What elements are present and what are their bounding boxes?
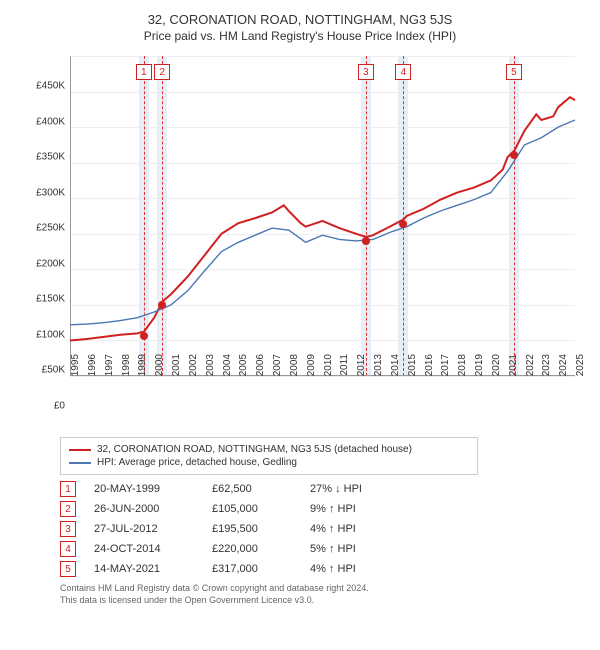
page-subtitle: Price paid vs. HM Land Registry's House … [10, 29, 590, 43]
footer-line-1: Contains HM Land Registry data © Crown c… [60, 583, 590, 595]
legend-swatch [69, 462, 91, 464]
transaction-delta: 4% ↑ HPI [310, 523, 390, 535]
transaction-row: 2 26-JUN-2000 £105,000 9% ↑ HPI [60, 501, 590, 517]
transaction-row: 3 27-JUL-2012 £195,500 4% ↑ HPI [60, 521, 590, 537]
legend-label: HPI: Average price, detached house, Gedl… [97, 457, 297, 468]
transaction-date: 14-MAY-2021 [94, 563, 194, 575]
transaction-marker-dot [399, 220, 407, 228]
transaction-delta: 27% ↓ HPI [310, 483, 390, 495]
transaction-number: 1 [60, 481, 76, 497]
transaction-delta: 5% ↑ HPI [310, 543, 390, 555]
series-line [70, 97, 575, 340]
transaction-row: 4 24-OCT-2014 £220,000 5% ↑ HPI [60, 541, 590, 557]
transaction-marker-dot [140, 332, 148, 340]
transaction-price: £105,000 [212, 503, 292, 515]
transaction-number: 5 [60, 561, 76, 577]
transaction-number: 2 [60, 501, 76, 517]
chart-lines [70, 56, 575, 376]
legend: 32, CORONATION ROAD, NOTTINGHAM, NG3 5JS… [60, 437, 478, 475]
y-axis-label: £450K [20, 81, 65, 142]
legend-label: 32, CORONATION ROAD, NOTTINGHAM, NG3 5JS… [97, 444, 412, 455]
series-line [70, 120, 575, 325]
footer-attribution: Contains HM Land Registry data © Crown c… [60, 583, 590, 606]
legend-item: HPI: Average price, detached house, Gedl… [69, 457, 469, 468]
transaction-number: 3 [60, 521, 76, 537]
transaction-marker-dot [510, 151, 518, 159]
transaction-delta: 4% ↑ HPI [310, 563, 390, 575]
legend-swatch [69, 449, 91, 451]
transaction-price: £317,000 [212, 563, 292, 575]
transaction-marker-dot [158, 301, 166, 309]
price-chart: £0£50K£100K£150K£200K£250K£300K£350K£400… [20, 51, 580, 431]
legend-item: 32, CORONATION ROAD, NOTTINGHAM, NG3 5JS… [69, 444, 469, 455]
transaction-row: 5 14-MAY-2021 £317,000 4% ↑ HPI [60, 561, 590, 577]
transaction-date: 24-OCT-2014 [94, 543, 194, 555]
transaction-marker-box: 3 [358, 64, 374, 80]
transaction-marker-box: 1 [136, 64, 152, 80]
transaction-price: £62,500 [212, 483, 292, 495]
transaction-row: 1 20-MAY-1999 £62,500 27% ↓ HPI [60, 481, 590, 497]
footer-line-2: This data is licensed under the Open Gov… [60, 595, 590, 607]
transaction-marker-box: 4 [395, 64, 411, 80]
transaction-price: £195,500 [212, 523, 292, 535]
transaction-number: 4 [60, 541, 76, 557]
transaction-date: 26-JUN-2000 [94, 503, 194, 515]
transactions-table: 1 20-MAY-1999 £62,500 27% ↓ HPI 2 26-JUN-2000… [60, 481, 590, 577]
transaction-date: 27-JUL-2012 [94, 523, 194, 535]
transaction-date: 20-MAY-1999 [94, 483, 194, 495]
transaction-delta: 9% ↑ HPI [310, 503, 390, 515]
transaction-marker-dot [362, 237, 370, 245]
transaction-marker-box: 2 [154, 64, 170, 80]
x-axis-label: 2025 [575, 354, 600, 404]
page-title: 32, CORONATION ROAD, NOTTINGHAM, NG3 5JS [10, 12, 590, 27]
transaction-marker-box: 5 [506, 64, 522, 80]
transaction-price: £220,000 [212, 543, 292, 555]
